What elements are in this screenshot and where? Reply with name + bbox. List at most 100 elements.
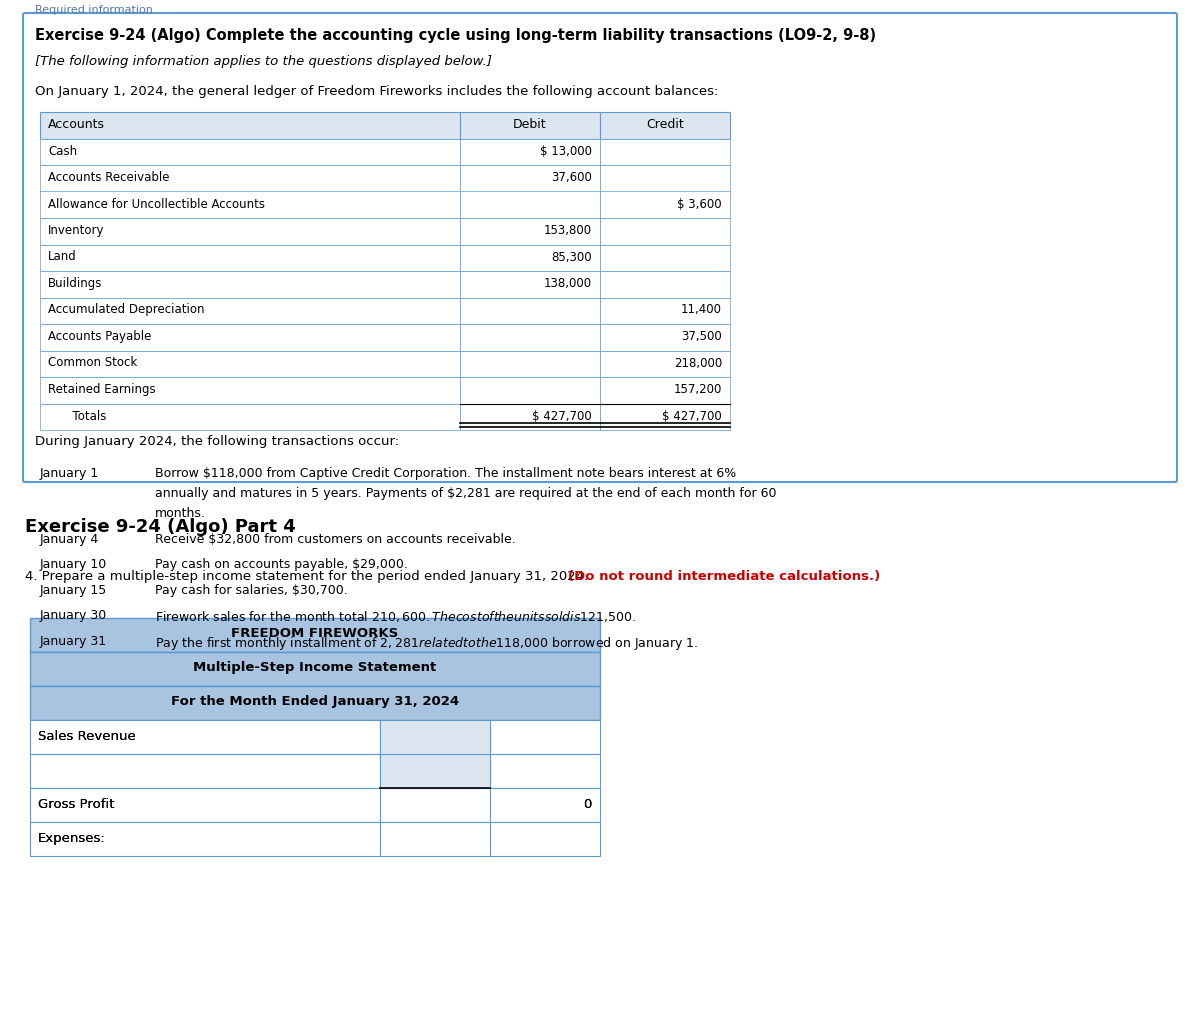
Bar [380,822,490,856]
Bar [40,112,460,138]
Text: 37,500: 37,500 [682,330,722,343]
Text: Accounts: Accounts [48,118,106,131]
Bar [40,404,460,430]
Bar [30,652,600,686]
Text: Multiple-Step Income Statement: Multiple-Step Income Statement [193,661,437,674]
Text: Sales Revenue: Sales Revenue [38,730,136,743]
Bar [40,271,460,298]
Text: Required information: Required information [35,5,152,15]
Bar [490,788,600,822]
Bar [40,244,460,271]
Text: $ 427,700: $ 427,700 [662,409,722,422]
Text: Accumulated Depreciation: Accumulated Depreciation [48,303,204,316]
Text: Inventory: Inventory [48,224,104,237]
Bar [460,377,600,404]
Text: 0: 0 [583,798,592,811]
Text: January 30: January 30 [40,609,107,622]
Text: Expenses:: Expenses: [38,832,106,845]
Text: For the Month Ended January 31, 2024: For the Month Ended January 31, 2024 [170,695,460,708]
Text: 4. Prepare a multiple-step income statement for the period ended January 31, 202: 4. Prepare a multiple-step income statem… [25,570,593,583]
Bar [40,324,460,350]
Bar [40,165,460,192]
Bar [380,720,490,754]
Bar [600,404,730,430]
Text: $ 13,000: $ 13,000 [540,144,592,158]
Bar [460,404,600,430]
Text: January 4: January 4 [40,532,100,545]
Text: January 1: January 1 [40,468,100,481]
Bar [600,350,730,377]
Text: Allowance for Uncollectible Accounts: Allowance for Uncollectible Accounts [48,198,265,210]
Text: Accounts Receivable: Accounts Receivable [48,171,169,184]
Bar [40,350,460,377]
Text: Gross Profit: Gross Profit [38,798,114,811]
Text: Firework sales for the month total $210,600. The cost of the units sold is $121,: Firework sales for the month total $210,… [155,609,636,624]
Text: 85,300: 85,300 [551,250,592,264]
Text: On January 1, 2024, the general ledger of Freedom Fireworks includes the followi: On January 1, 2024, the general ledger o… [35,85,719,98]
Bar [380,754,490,788]
Text: January 15: January 15 [40,584,107,597]
Bar [40,298,460,324]
Bar [460,350,600,377]
Text: Sales Revenue: Sales Revenue [38,730,136,743]
Text: Debit: Debit [514,118,547,131]
Bar [460,218,600,244]
Bar [460,244,600,271]
Bar [40,218,460,244]
Text: (Do not round intermediate calculations.): (Do not round intermediate calculations.… [568,570,881,583]
Text: During January 2024, the following transactions occur:: During January 2024, the following trans… [35,435,400,448]
Bar [600,298,730,324]
Bar [600,138,730,165]
Text: 37,600: 37,600 [551,171,592,184]
Text: January 31: January 31 [40,634,107,647]
Bar [600,324,730,350]
Text: 0: 0 [583,798,592,811]
Bar [490,754,600,788]
Text: $ 3,600: $ 3,600 [677,198,722,210]
Text: Pay cash for salaries, $30,700.: Pay cash for salaries, $30,700. [155,584,348,597]
Bar [600,377,730,404]
Text: FREEDOM FIREWORKS: FREEDOM FIREWORKS [232,627,398,640]
Bar [40,138,460,165]
Bar [490,822,600,856]
Text: $ 427,700: $ 427,700 [533,409,592,422]
Text: 138,000: 138,000 [544,277,592,290]
Text: Common Stock: Common Stock [48,357,137,370]
Text: Totals: Totals [65,409,107,422]
Text: 218,000: 218,000 [673,357,722,370]
Text: Borrow $118,000 from Captive Credit Corporation. The installment note bears inte: Borrow $118,000 from Captive Credit Corp… [155,468,737,481]
Bar [30,720,380,754]
Bar [460,324,600,350]
Text: Exercise 9-24 (Algo) Complete the accounting cycle using long-term liability tra: Exercise 9-24 (Algo) Complete the accoun… [35,28,876,43]
Bar [40,192,460,218]
Text: Credit: Credit [646,118,684,131]
Text: 157,200: 157,200 [673,383,722,396]
Text: Buildings: Buildings [48,277,102,290]
Bar [30,754,380,788]
Bar [600,244,730,271]
Text: annually and matures in 5 years. Payments of $2,281 are required at the end of e: annually and matures in 5 years. Payment… [155,487,776,500]
Bar [600,218,730,244]
Bar [30,618,600,652]
Text: Exercise 9-24 (Algo) Part 4: Exercise 9-24 (Algo) Part 4 [25,518,295,536]
Bar [600,112,730,138]
Text: January 10: January 10 [40,559,107,571]
Text: Receive $32,800 from customers on accounts receivable.: Receive $32,800 from customers on accoun… [155,532,516,545]
Bar [460,165,600,192]
Text: Pay cash on accounts payable, $29,000.: Pay cash on accounts payable, $29,000. [155,559,408,571]
Bar [30,822,380,856]
Bar [380,720,490,754]
Bar [380,788,490,822]
Bar [30,788,380,822]
Text: Expenses:: Expenses: [38,832,106,845]
Text: 11,400: 11,400 [682,303,722,316]
Bar [460,192,600,218]
Text: Accounts Payable: Accounts Payable [48,330,151,343]
Text: [The following information applies to the questions displayed below.]: [The following information applies to th… [35,55,492,68]
Bar [600,165,730,192]
Text: Cash: Cash [48,144,77,158]
Bar [600,271,730,298]
Bar [460,112,600,138]
Text: Gross Profit: Gross Profit [38,798,114,811]
Text: Land: Land [48,250,77,264]
